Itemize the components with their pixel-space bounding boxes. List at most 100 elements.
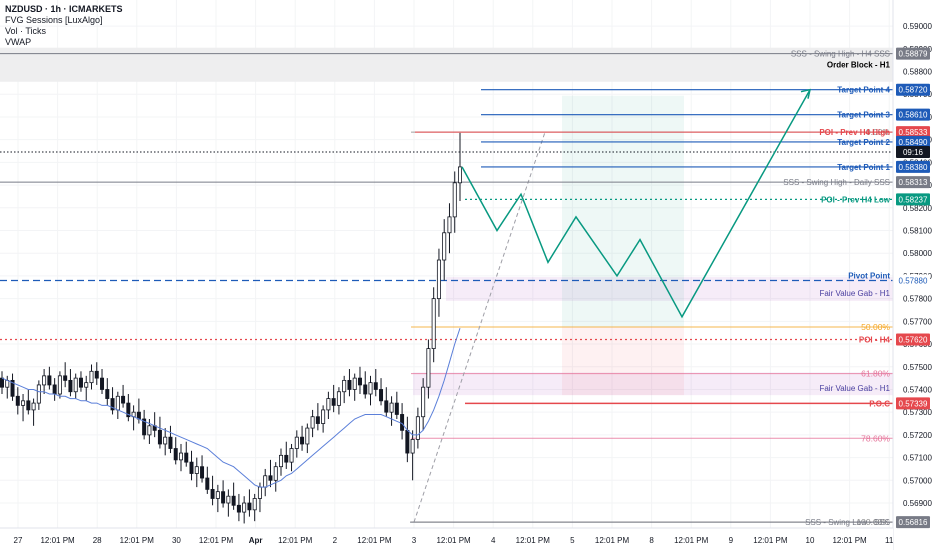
candle-body	[200, 466, 205, 479]
candle-body	[142, 418, 147, 436]
time-axis-tick: 11	[885, 536, 894, 545]
fib-level-label: 50.00%	[861, 322, 890, 332]
zone-box	[0, 47, 893, 82]
candle-body	[173, 448, 178, 461]
candle-body	[331, 398, 336, 406]
long-target-box	[562, 95, 684, 328]
price-axis-tick: 0.58000	[903, 249, 932, 258]
candle-body	[431, 298, 436, 349]
candle-body	[321, 409, 326, 424]
long-stop-box	[562, 327, 684, 396]
candle-body	[252, 498, 257, 511]
candle-body	[221, 491, 226, 504]
price-line-label: Target Point 4	[837, 86, 890, 95]
candle-body	[310, 416, 315, 429]
candle-body	[178, 452, 183, 461]
time-axis-tick: 12:01 PM	[753, 536, 788, 545]
candle-body	[263, 475, 268, 488]
price-tag: 0.58490	[899, 138, 928, 147]
candle-body	[242, 502, 247, 513]
chart-legend: NZDUSD · 1h · ICMARKETS FVG Sessions [Lu…	[5, 4, 123, 48]
candle-body	[415, 416, 420, 440]
price-tag: 0.56816	[899, 518, 928, 527]
price-tag-bg	[896, 176, 930, 189]
candle-body	[452, 182, 457, 218]
time-axis-tick: 28	[93, 536, 102, 545]
time-axis-tick: 12:01 PM	[595, 536, 630, 545]
time-axis-bg	[0, 528, 893, 550]
candle-body	[442, 232, 447, 261]
time-axis-tick: 12:01 PM	[436, 536, 471, 545]
time-axis-tick: 8	[649, 536, 654, 545]
price-line-label: Target Point 2	[837, 138, 890, 147]
time-axis-tick: 30	[172, 536, 181, 545]
candle-body	[426, 348, 431, 388]
candle-body	[257, 486, 262, 499]
price-tag-bg	[896, 274, 930, 287]
indicator-vwap[interactable]: VWAP	[5, 37, 32, 47]
candle-body	[231, 495, 236, 506]
time-axis-tick: Apr	[249, 536, 263, 545]
price-tag: 0.58610	[899, 111, 928, 120]
candle-body	[384, 400, 389, 413]
candle-body	[78, 377, 83, 388]
price-axis-tick: 0.57800	[903, 295, 932, 304]
price-axis-tick: 0.58800	[903, 68, 932, 77]
price-axis-tick: 0.58200	[903, 204, 932, 213]
candle-body	[368, 382, 373, 395]
candle-body	[110, 398, 115, 411]
time-axis-tick: 3	[412, 536, 417, 545]
time-axis-tick: 12:01 PM	[516, 536, 551, 545]
time-axis-tick: 12:01 PM	[832, 536, 867, 545]
candle-body	[21, 400, 26, 406]
candle-body	[436, 259, 441, 300]
price-line-label: SSS - Swing High - H4 SSS	[791, 50, 890, 59]
price-tag-bg	[896, 516, 930, 529]
symbol-title[interactable]: NZDUSD · 1h · ICMARKETS	[5, 4, 123, 14]
price-tag: 0.57339	[899, 399, 928, 408]
time-axis-tick: 12:01 PM	[674, 536, 709, 545]
candle-body	[68, 379, 73, 393]
price-tag: 0.58313	[899, 178, 928, 187]
zone-label: Fair Value Gab - H1	[819, 384, 890, 393]
price-axis-tick: 0.57200	[903, 431, 932, 440]
zone-label: Order Block - H1	[827, 61, 891, 70]
price-tag-bg	[896, 397, 930, 410]
candle-body	[100, 377, 105, 390]
candle-body	[342, 379, 347, 393]
indicator-volume[interactable]: Vol · Ticks	[5, 26, 47, 36]
indicator-fvg-sessions[interactable]: FVG Sessions [LuxAlgo]	[5, 15, 103, 25]
candle-body	[15, 395, 20, 406]
candle-body	[400, 414, 405, 431]
candle-body	[42, 375, 47, 386]
candle-body	[347, 379, 352, 390]
price-line-label: P.O.C	[869, 399, 890, 408]
candle-body	[305, 427, 310, 445]
price-tag: 0.58879	[899, 50, 928, 59]
price-axis-tick: 0.57000	[903, 476, 932, 485]
price-tag-bg	[896, 126, 930, 139]
candle-body	[363, 384, 368, 395]
price-axis-tick: 0.57500	[903, 363, 932, 372]
candle-body	[389, 402, 394, 413]
price-line-label: SSS - Swing High - Daily SSS	[783, 178, 890, 187]
time-axis-tick: 12:01 PM	[40, 536, 75, 545]
candle-body	[184, 452, 189, 463]
candle-body	[210, 488, 215, 499]
price-tag-bg	[896, 333, 930, 346]
candle-body	[226, 495, 231, 504]
price-tag-bg	[896, 83, 930, 96]
candle-body	[215, 491, 220, 499]
candle-body	[273, 466, 278, 481]
time-axis-tick: 2	[333, 536, 338, 545]
current-price-tag-bg	[896, 146, 930, 158]
candle-body	[31, 402, 36, 411]
price-tag-bg	[896, 193, 930, 206]
price-axis-tick: 0.56900	[903, 499, 932, 508]
candle-body	[73, 377, 78, 393]
price-axis-tick: 0.58100	[903, 227, 932, 236]
candle-body	[315, 416, 320, 424]
candle-body	[189, 461, 194, 474]
